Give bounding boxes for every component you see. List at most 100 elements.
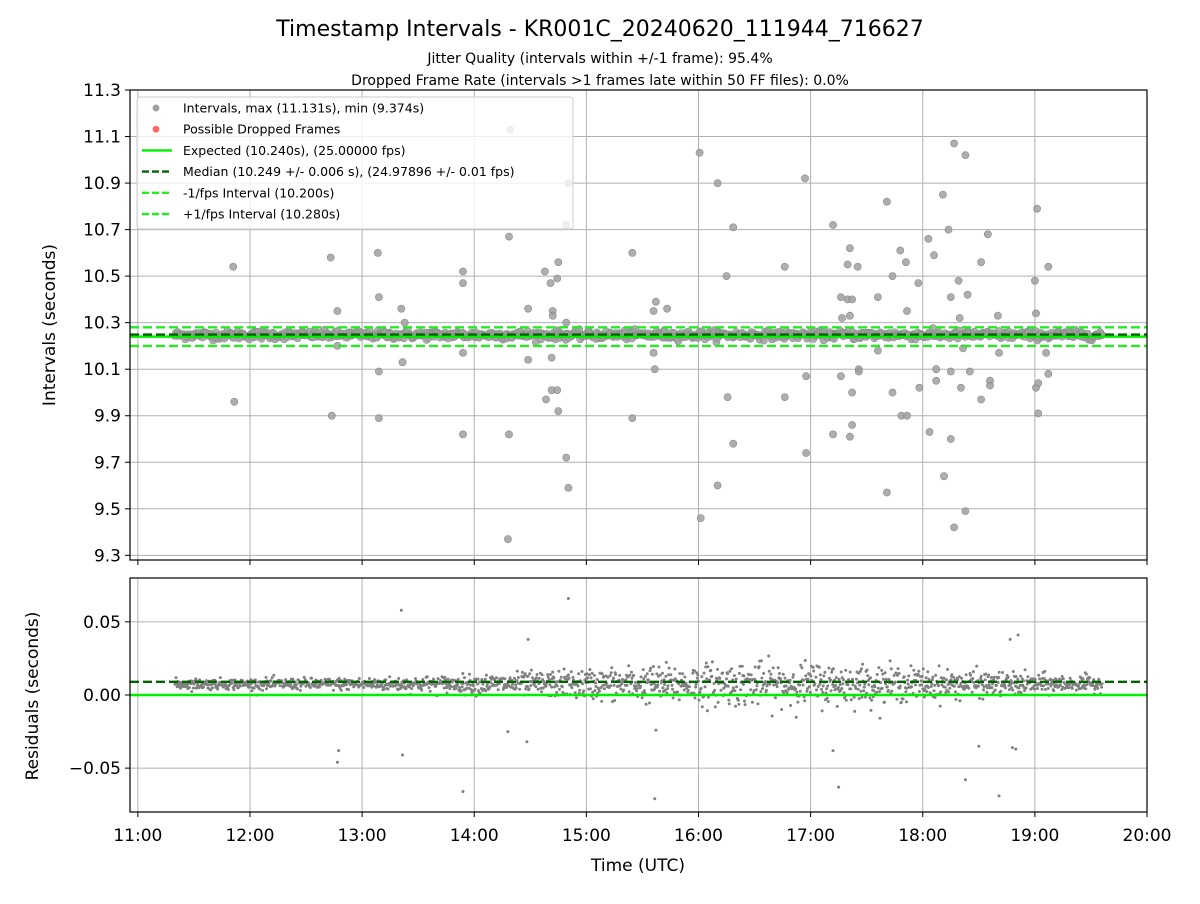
residual-point	[829, 678, 832, 682]
residual-point	[817, 665, 821, 669]
residual-point	[204, 679, 208, 683]
residual-point	[1052, 689, 1056, 693]
residual-point	[465, 686, 469, 690]
residual-point	[569, 670, 573, 674]
residual-point	[335, 760, 339, 764]
residual-point	[896, 667, 900, 671]
residual-point	[897, 672, 901, 675]
residual-point	[310, 676, 313, 680]
intervals-y-tick-label: 10.7	[83, 221, 121, 241]
residual-point	[665, 691, 669, 695]
intervals-y-tick-label: 10.9	[83, 174, 121, 194]
interval-point	[1044, 262, 1053, 271]
residual-point	[503, 677, 507, 681]
interval-point	[230, 397, 239, 406]
residual-point	[953, 690, 957, 694]
residual-point	[552, 676, 556, 680]
interval-point	[713, 179, 722, 187]
residual-point	[789, 704, 793, 707]
residual-point	[809, 674, 813, 678]
residual-point	[922, 695, 926, 699]
residual-point	[657, 665, 661, 669]
residual-point	[831, 667, 835, 671]
interval-point	[373, 248, 382, 257]
residual-point	[660, 671, 664, 675]
residual-point	[410, 687, 414, 691]
residual-point	[667, 673, 671, 677]
residual-point	[399, 608, 403, 612]
residual-point	[685, 686, 689, 690]
residual-point	[248, 685, 252, 689]
residuals-y-tick-label: −0.05	[69, 759, 121, 779]
residual-point	[194, 686, 198, 690]
residual-point	[826, 700, 830, 703]
residual-point	[1052, 682, 1056, 686]
residual-point	[849, 698, 853, 702]
residual-point	[875, 673, 879, 676]
residual-point	[618, 673, 622, 677]
residual-point	[660, 679, 664, 683]
residual-point	[863, 682, 867, 686]
residual-point	[719, 688, 723, 692]
residual-point	[796, 700, 800, 704]
residual-point	[826, 684, 830, 688]
residual-point	[249, 682, 253, 686]
residual-point	[578, 688, 582, 692]
residual-point	[989, 676, 993, 679]
residual-point	[821, 684, 825, 688]
residual-point	[469, 683, 473, 687]
residual-point	[632, 673, 636, 677]
residual-point	[861, 662, 865, 666]
residual-point	[630, 670, 633, 674]
residual-point	[934, 673, 938, 677]
residual-point	[670, 683, 674, 687]
intervals-frame	[129, 89, 1148, 561]
residual-point	[174, 676, 178, 680]
residual-point	[873, 685, 877, 689]
residual-point	[862, 689, 866, 693]
interval-point	[946, 367, 955, 376]
residual-point	[805, 689, 809, 693]
residual-point	[188, 686, 191, 690]
residual-point	[687, 685, 691, 689]
residual-point	[926, 670, 930, 674]
residual-point	[851, 677, 854, 681]
residual-point	[1084, 672, 1088, 676]
residual-point	[779, 677, 782, 681]
residual-point	[811, 665, 815, 669]
residual-point	[997, 794, 1001, 798]
residual-point	[608, 674, 612, 678]
residual-point	[970, 690, 974, 694]
residual-point	[999, 689, 1003, 693]
residual-point	[570, 682, 574, 686]
residual-point	[837, 785, 841, 789]
residual-point	[348, 679, 352, 682]
residual-point	[768, 676, 772, 680]
residual-point	[619, 687, 623, 691]
residual-point	[939, 690, 943, 694]
residual-point	[742, 674, 746, 678]
residual-point	[272, 673, 276, 677]
residual-point	[258, 687, 262, 691]
residual-point	[540, 690, 543, 694]
residual-point	[614, 673, 618, 676]
residual-point	[707, 695, 710, 699]
x-axis-label: Time (UTC)	[590, 856, 685, 876]
residual-point	[904, 690, 908, 694]
residual-point	[759, 690, 763, 693]
residual-point	[635, 689, 638, 693]
residual-point	[718, 676, 722, 680]
residual-point	[547, 678, 551, 682]
residual-point	[829, 689, 833, 693]
residual-point	[294, 683, 298, 687]
residual-point	[475, 682, 479, 686]
residual-point	[884, 682, 888, 686]
residual-point	[747, 673, 751, 677]
residual-point	[1019, 691, 1023, 695]
interval-point	[780, 393, 789, 401]
interval-point	[874, 293, 882, 301]
residual-point	[1097, 677, 1101, 681]
residual-point	[582, 689, 586, 693]
residual-point	[878, 716, 882, 720]
residual-point	[544, 684, 548, 688]
